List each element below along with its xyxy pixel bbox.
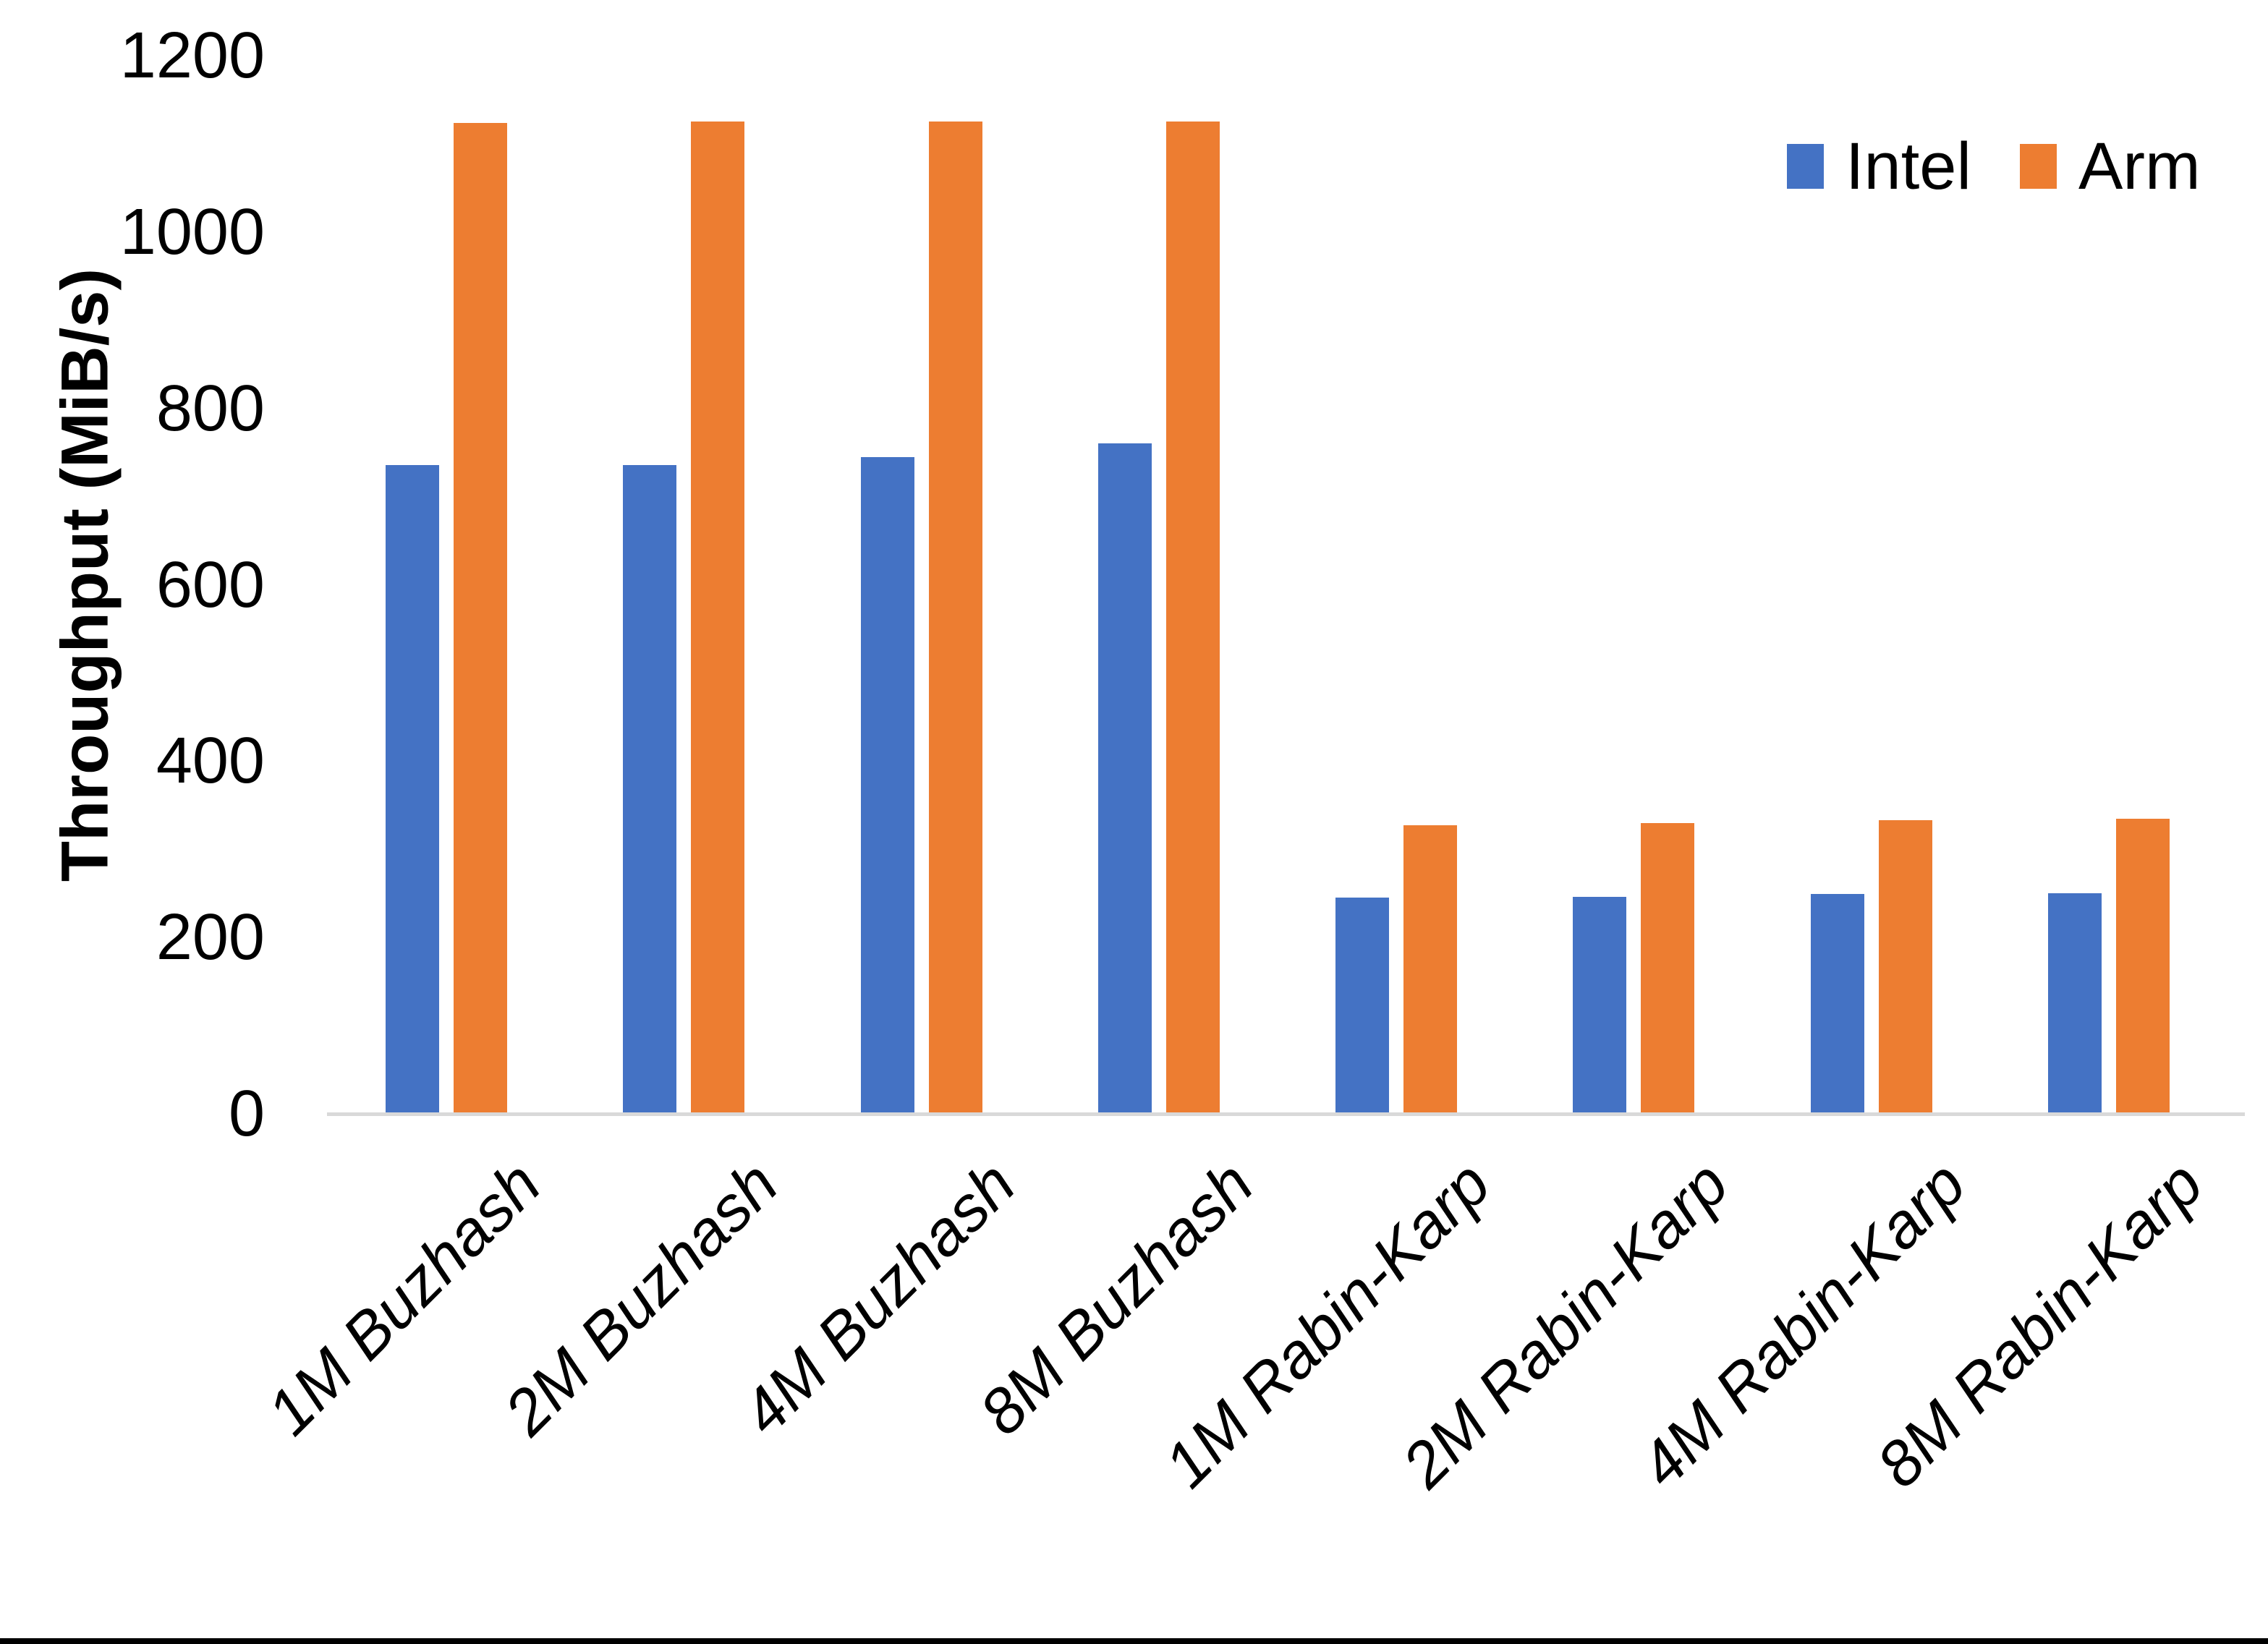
legend-swatch-intel [1787,144,1824,189]
bar-arm-4m-rabin-karp [1879,820,1932,1114]
bar-arm-1m-rabin-karp [1403,825,1457,1114]
bar-arm-4m-buzhash [929,122,982,1114]
bar-arm-1m-buzhash [454,123,507,1114]
bar-intel-1m-buzhash [386,465,439,1114]
bottom-border-line [0,1638,2268,1644]
bar-intel-2m-rabin-karp [1573,897,1626,1114]
x-axis-line [327,1112,2245,1116]
legend-item-intel: Intel [1787,130,1971,203]
bar-arm-2m-buzhash [691,122,744,1114]
legend-item-arm: Arm [2020,130,2201,203]
y-tick-label: 1000 [119,195,265,268]
bar-arm-8m-buzhash [1166,122,1220,1114]
y-tick-label: 0 [228,1078,265,1150]
y-tick-label: 1200 [119,20,265,92]
legend-swatch-arm [2020,144,2057,189]
bar-intel-4m-rabin-karp [1811,894,1864,1114]
bar-intel-8m-buzhash [1098,443,1152,1114]
legend-label: Arm [2078,129,2201,203]
bar-intel-1m-rabin-karp [1335,898,1389,1114]
bar-intel-4m-buzhash [861,457,914,1114]
legend-label: Intel [1846,129,1971,203]
y-tick-label: 400 [156,725,265,798]
y-tick-label: 600 [156,548,265,621]
bar-arm-8m-rabin-karp [2116,819,2170,1114]
bar-arm-2m-rabin-karp [1641,823,1694,1114]
bar-intel-8m-rabin-karp [2048,893,2102,1114]
y-tick-label: 200 [156,901,265,974]
y-tick-label: 800 [156,372,265,445]
bar-intel-2m-buzhash [623,465,676,1114]
